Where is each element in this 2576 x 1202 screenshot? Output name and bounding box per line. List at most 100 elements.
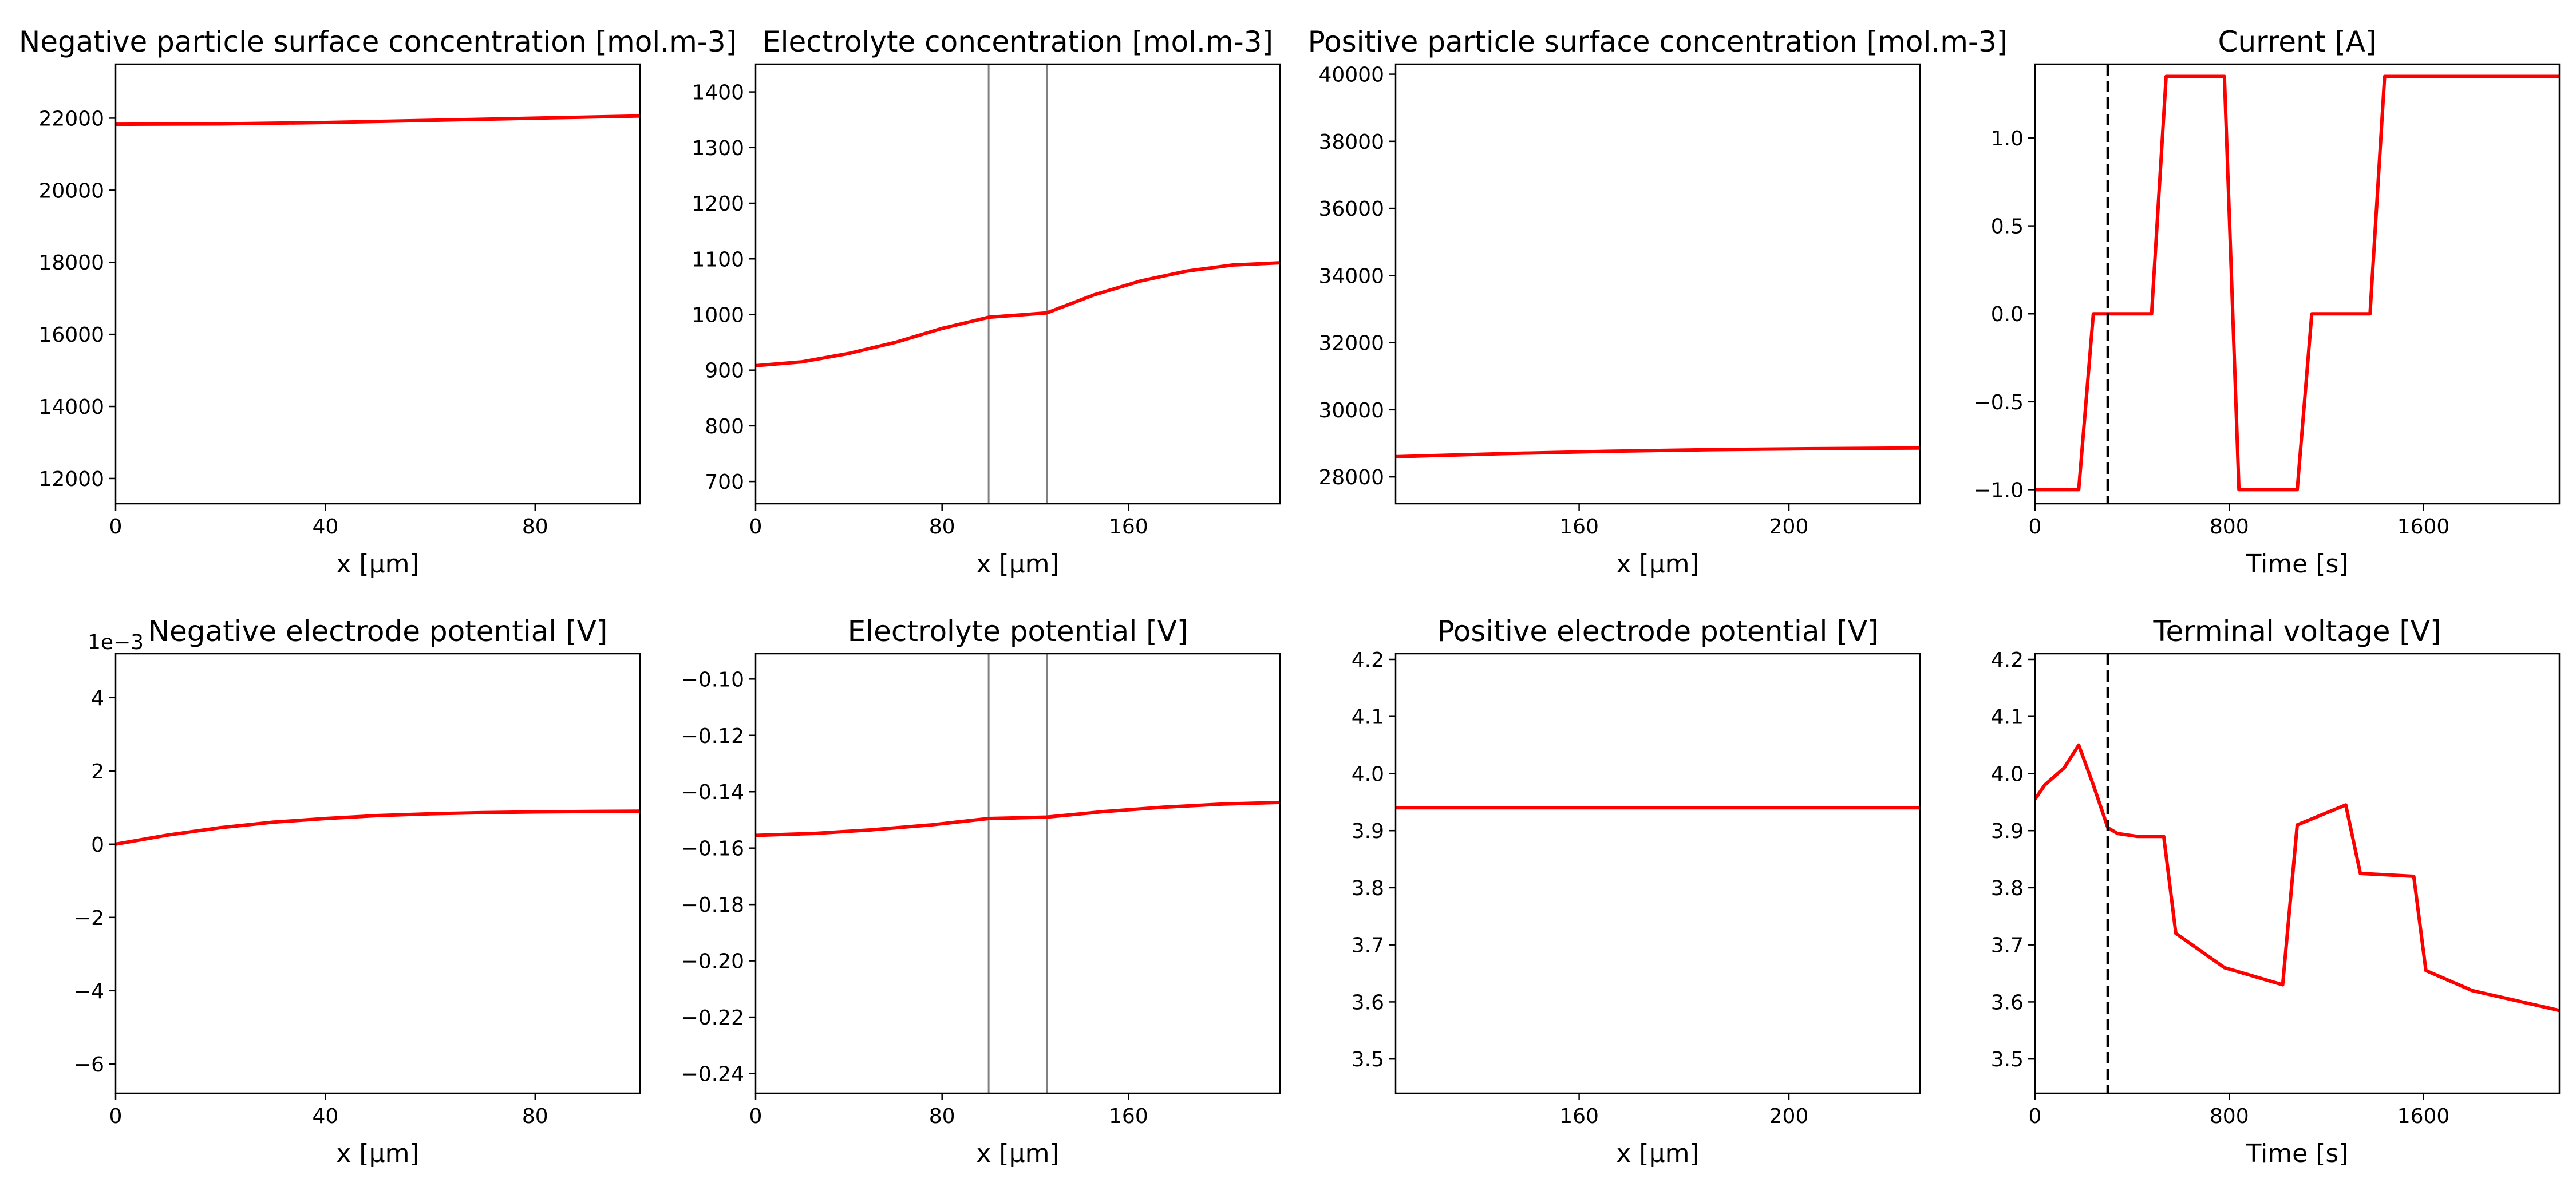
y-tick-label: 3.8 (1352, 877, 1384, 900)
axes-frame (2034, 653, 2561, 1094)
x-tick-label: 80 (522, 1105, 548, 1128)
y-tick-label: 1300 (692, 137, 744, 160)
y-tick-label: 36000 (1318, 197, 1384, 221)
axes-frame (114, 653, 641, 1094)
x-tick-label: 40 (312, 515, 338, 539)
y-tick-label: 34000 (1318, 264, 1384, 288)
axis-offset-text: 1e−3 (88, 631, 144, 654)
y-tick-label: 16000 (38, 323, 104, 347)
x-axis-label: x [μm] (1616, 1139, 1699, 1168)
x-tick-label: 0 (2029, 1105, 2042, 1128)
y-tick-label: 38000 (1318, 131, 1384, 154)
x-tick-label: 0 (2029, 515, 2042, 539)
series-line (755, 261, 1281, 367)
x-tick-label: 0 (109, 515, 123, 539)
x-tick-label: 1600 (2397, 515, 2450, 539)
y-tick-label: 800 (705, 415, 744, 438)
y-tick-label: −0.20 (681, 950, 744, 974)
y-tick-label: −4 (74, 980, 104, 1003)
y-tick-label: 1.0 (1991, 127, 2024, 151)
y-tick-label: 3.7 (1352, 934, 1384, 958)
axes-frame (754, 653, 1281, 1094)
y-tick-label: −6 (74, 1053, 104, 1077)
subplot-5: Negative electrode potential [V] 0 40 80 −6 −… (74, 615, 641, 1168)
y-tick-label: 3.6 (1991, 991, 2024, 1014)
x-tick-label: 160 (1559, 1105, 1599, 1128)
y-tick-label: 4.0 (1991, 762, 2024, 786)
subplot-title: Negative particle surface concentration … (19, 25, 737, 58)
series-line (2035, 74, 2559, 492)
subplot-title: Terminal voltage [V] (2152, 615, 2441, 648)
y-tick-label: −0.12 (681, 725, 744, 748)
x-axis-label: x [μm] (976, 549, 1059, 579)
x-tick-label: 200 (1769, 1105, 1809, 1128)
y-tick-label: −0.16 (681, 837, 744, 861)
y-tick-label: 900 (705, 359, 744, 383)
y-tick-label: 3.5 (1352, 1048, 1384, 1071)
x-axis-label: x [μm] (336, 549, 419, 579)
series-line (755, 800, 1281, 837)
series-line (115, 809, 641, 846)
y-tick-label: −0.14 (681, 781, 744, 804)
subplot-2: Electrolyte concentration [mol.m-3] 0 80 16… (692, 25, 1281, 579)
x-axis-label: Time [s] (2246, 549, 2349, 579)
y-tick-label: 1100 (692, 248, 744, 271)
y-tick-label: −0.18 (681, 893, 744, 917)
y-tick-label: 4.2 (1352, 649, 1384, 672)
subplot-1: Negative particle surface concentration … (19, 25, 737, 579)
y-tick-label: −0.22 (681, 1006, 744, 1030)
y-tick-label: −1.0 (1974, 479, 2024, 502)
subplot-6: Electrolyte potential [V] 0 80 160 −0.24 −0.2… (681, 615, 1281, 1168)
y-tick-label: 28000 (1318, 466, 1384, 489)
y-tick-label: 20000 (38, 179, 104, 203)
x-tick-label: 0 (109, 1105, 123, 1128)
y-tick-label: 3.9 (1352, 820, 1384, 843)
x-axis-label: x [μm] (336, 1139, 419, 1168)
subplot-8: Terminal voltage [V] 0 800 1600 3.5 3.6 3.7 3.8… (1991, 615, 2561, 1168)
y-tick-label: −0.24 (681, 1063, 744, 1086)
y-tick-label: −2 (74, 907, 104, 930)
y-tick-label: −0.10 (681, 668, 744, 691)
y-tick-label: 32000 (1318, 332, 1384, 355)
subplot-title: Positive electrode potential [V] (1437, 615, 1878, 648)
y-tick-label: 12000 (38, 468, 104, 491)
x-tick-label: 160 (1109, 1105, 1148, 1128)
x-tick-label: 160 (1559, 515, 1599, 539)
x-tick-label: 0 (749, 515, 762, 539)
axes-frame (2034, 63, 2561, 505)
x-axis-label: x [μm] (976, 1139, 1059, 1168)
y-tick-label: 1400 (692, 81, 744, 105)
subplot-title: Current [A] (2218, 25, 2377, 58)
y-tick-label: 1200 (692, 192, 744, 216)
y-tick-label: 3.7 (1991, 934, 2024, 958)
x-tick-label: 80 (929, 515, 955, 539)
x-tick-label: 160 (1109, 515, 1148, 539)
y-tick-label: 4 (91, 687, 104, 710)
y-tick-label: 4.0 (1352, 762, 1384, 786)
y-tick-label: −0.5 (1974, 391, 2024, 414)
x-tick-label: 200 (1769, 515, 1809, 539)
y-tick-label: 40000 (1318, 64, 1384, 87)
subplot-title: Electrolyte concentration [mol.m-3] (762, 25, 1273, 58)
axes-frame (114, 63, 641, 505)
subplot-title: Positive particle surface concentration … (1308, 25, 2008, 58)
series-line (115, 114, 641, 126)
subplot-title: Negative electrode potential [V] (148, 615, 608, 648)
x-axis-label: Time [s] (2246, 1139, 2349, 1168)
y-tick-label: 3.5 (1991, 1048, 2024, 1071)
series-line (2033, 743, 2560, 1013)
x-tick-label: 40 (312, 1105, 338, 1128)
subplot-title: Electrolyte potential [V] (848, 615, 1188, 648)
y-tick-label: 700 (705, 470, 744, 494)
y-tick-label: 3.6 (1352, 991, 1384, 1014)
x-tick-label: 80 (929, 1105, 955, 1128)
x-tick-label: 0 (749, 1105, 762, 1128)
x-tick-label: 800 (2210, 1105, 2249, 1128)
y-tick-label: 2 (91, 760, 104, 784)
x-tick-label: 800 (2210, 515, 2249, 539)
series-line (1395, 446, 1921, 458)
x-axis-label: x [μm] (1616, 549, 1699, 579)
y-tick-label: 0.0 (1991, 303, 2024, 326)
axes-frame (1394, 63, 1921, 505)
